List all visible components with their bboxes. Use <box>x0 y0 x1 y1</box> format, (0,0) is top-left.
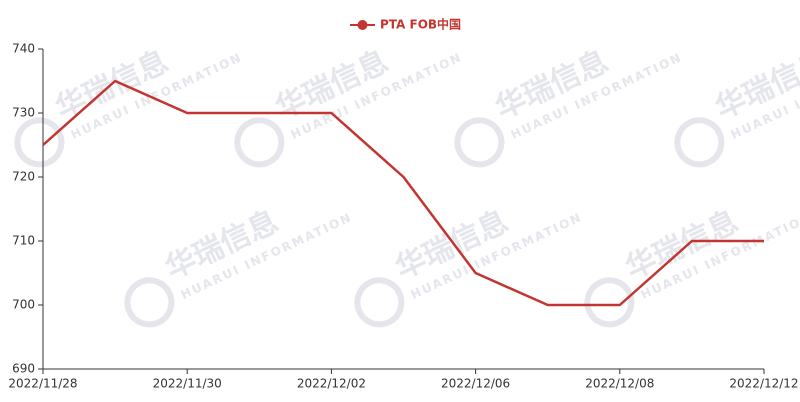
y-tick-label: 700 <box>12 298 35 312</box>
watermark-logo <box>124 277 175 328</box>
watermark-logo <box>454 117 505 168</box>
x-tick-label: 2022/11/30 <box>153 377 222 391</box>
x-tick-label: 2022/12/12 <box>729 377 798 391</box>
watermark-logo <box>354 277 405 328</box>
y-tick-label: 720 <box>12 170 35 184</box>
watermark-logo <box>674 117 725 168</box>
y-tick-label: 730 <box>12 106 35 120</box>
legend-label: PTA FOB中国 <box>380 17 461 32</box>
y-tick-label: 690 <box>12 362 35 376</box>
x-tick-label: 2022/12/08 <box>585 377 654 391</box>
watermark-logo <box>14 117 65 168</box>
x-tick-label: 2022/12/06 <box>441 377 510 391</box>
y-tick-label: 710 <box>12 234 35 248</box>
watermark-logo <box>584 277 635 328</box>
watermark-logo <box>234 117 285 168</box>
y-tick-label: 740 <box>12 42 35 56</box>
line <box>42 79 764 307</box>
legend-marker <box>357 20 368 30</box>
x-tick-label: 2022/12/02 <box>297 377 366 391</box>
x-tick-label: 2022/11/28 <box>8 377 77 391</box>
